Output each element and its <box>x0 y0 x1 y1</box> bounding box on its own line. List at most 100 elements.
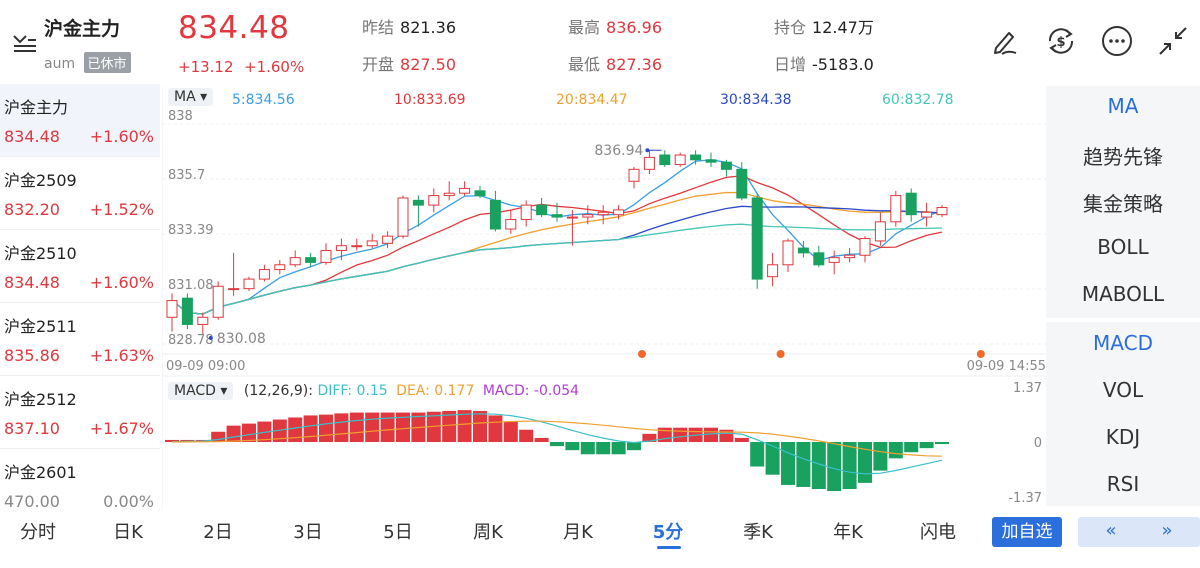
add-watchlist-button[interactable]: 加自选 <box>992 517 1062 547</box>
stat-open: 开盘 827.50 <box>362 51 456 75</box>
divider <box>0 229 160 230</box>
macd-bar <box>519 429 534 442</box>
stat-value: 827.36 <box>606 55 662 74</box>
macd-bar <box>457 410 472 442</box>
contract-item[interactable]: 沪金2510 834.48 +1.60% <box>0 230 160 302</box>
macd-bar <box>904 442 919 453</box>
macd-bar <box>919 442 934 449</box>
macd-bar <box>396 412 410 442</box>
sub-indicator-option[interactable]: MACD <box>1093 331 1153 355</box>
stat-label: 持仓 <box>774 18 807 37</box>
collapse-icon[interactable] <box>1156 24 1190 58</box>
draw-icon[interactable] <box>988 24 1022 58</box>
contract-pct: +1.63% <box>89 346 154 365</box>
period-tab[interactable]: 5日 <box>383 522 413 543</box>
period-tab[interactable]: 周K <box>473 522 503 543</box>
stat-label: 最高 <box>568 18 601 37</box>
sub-indicator-option[interactable]: KDJ <box>1105 425 1141 449</box>
period-tab[interactable]: 5分 <box>652 522 684 543</box>
contract-name: 沪金2511 <box>4 317 77 336</box>
macd-bar <box>534 437 549 442</box>
period-tab[interactable]: 月K <box>563 522 593 543</box>
candlestick-chart[interactable]: 838 835.7 833.39 831.08 828.78 836.94 830.08 09… <box>162 86 1048 510</box>
contract-item[interactable]: 沪金主力 834.48 +1.60% <box>0 84 160 156</box>
macd-bar <box>165 439 179 442</box>
max-price-label: 836.94 <box>594 143 643 159</box>
indicator-option[interactable]: MA <box>1107 94 1139 118</box>
sub-indicator-option[interactable]: VOL <box>1102 378 1144 402</box>
candle-body <box>566 216 578 219</box>
period-tab[interactable]: 分时 <box>20 522 56 543</box>
macd-bar <box>642 433 657 442</box>
macd-diff-line <box>171 413 943 475</box>
candle-body <box>289 257 301 266</box>
svg-text:$: $ <box>1056 35 1065 50</box>
contract-list: 沪金主力 834.48 +1.60% 沪金2509 832.20 +1.52% 沪金2510… <box>0 84 160 512</box>
market-status-badge: 已休市 <box>83 52 131 73</box>
ma10-line <box>171 175 943 315</box>
indicator-option[interactable]: 集金策略 <box>1083 192 1163 216</box>
contract-item[interactable]: 沪金2512 837.10 +1.67% <box>0 376 160 448</box>
indicator-option[interactable]: MABOLL <box>1081 282 1165 306</box>
candle-body <box>536 204 548 216</box>
macd-bar <box>827 442 842 492</box>
next-button[interactable]: » <box>1134 517 1200 547</box>
ma20-value: 20:834.47 <box>556 92 628 108</box>
macd-dea-line <box>171 420 943 457</box>
stat-label: 日增 <box>774 55 807 74</box>
indicator-option[interactable]: 趋势先锋 <box>1083 145 1163 169</box>
macd-bar <box>673 427 688 442</box>
macd-bar <box>627 442 641 451</box>
candle-body <box>505 218 517 230</box>
indicator-option[interactable]: BOLL <box>1097 235 1149 259</box>
divider <box>0 375 160 376</box>
macd-selector-button[interactable]: MACD ▾ <box>168 382 234 400</box>
period-tab[interactable]: 季K <box>743 522 773 543</box>
menu-sort-icon[interactable] <box>12 30 38 54</box>
period-tab[interactable]: 3日 <box>293 522 323 543</box>
candle-body <box>705 159 717 163</box>
candle-body <box>874 221 886 242</box>
candle-body <box>520 204 532 220</box>
stat-low: 最低 827.36 <box>568 51 662 75</box>
ma-selector-button[interactable]: MA ▾ <box>168 88 214 106</box>
candle-body <box>443 192 455 197</box>
macd-bar <box>858 442 872 483</box>
contract-item[interactable]: 沪金2509 832.20 +1.52% <box>0 157 160 229</box>
min-price-label: 830.08 <box>217 331 266 347</box>
contract-item[interactable]: 沪金2601 470.00 0.00% <box>0 449 160 521</box>
candle-body <box>720 161 732 170</box>
period-tab[interactable]: 闪电 <box>920 522 956 543</box>
candle-body <box>690 154 702 161</box>
contract-name: 沪金2601 <box>4 463 77 482</box>
stat-open-interest: 持仓 12.47万 <box>774 14 874 38</box>
period-tab[interactable]: 2日 <box>203 522 233 543</box>
stat-value: 821.36 <box>400 18 456 37</box>
macd-bar <box>488 415 503 442</box>
macd-bar <box>842 442 857 490</box>
stat-prev-close: 昨结 821.36 <box>362 14 456 38</box>
macd-params: (12,26,9): <box>243 383 313 399</box>
period-tab[interactable]: 日K <box>113 522 143 543</box>
more-icon[interactable] <box>1100 24 1134 58</box>
contract-pct: +1.67% <box>89 419 154 438</box>
period-tab[interactable]: 年K <box>833 522 863 543</box>
macd-bar <box>303 415 318 442</box>
x-axis-start-label: 09-09 09:00 <box>166 359 245 374</box>
candle-body <box>459 187 471 194</box>
stat-high: 最高 836.96 <box>568 14 662 38</box>
price-change: +13.12 <box>178 58 234 76</box>
prev-button[interactable]: « <box>1078 517 1144 547</box>
macd-bar <box>380 412 395 442</box>
contract-item[interactable]: 沪金2511 835.86 +1.63% <box>0 303 160 375</box>
candle-body <box>305 257 317 263</box>
candle-body <box>905 192 917 216</box>
stat-value: 827.50 <box>400 55 456 74</box>
ma60-value: 60:832.78 <box>882 92 954 108</box>
candle-body <box>659 154 671 166</box>
macd-bar <box>935 442 949 445</box>
contract-pct: +1.60% <box>89 127 154 146</box>
currency-exchange-icon[interactable]: $ <box>1044 24 1078 58</box>
sub-indicator-option[interactable]: RSI <box>1106 472 1140 496</box>
instrument-title[interactable]: 沪金主力 <box>44 18 121 40</box>
